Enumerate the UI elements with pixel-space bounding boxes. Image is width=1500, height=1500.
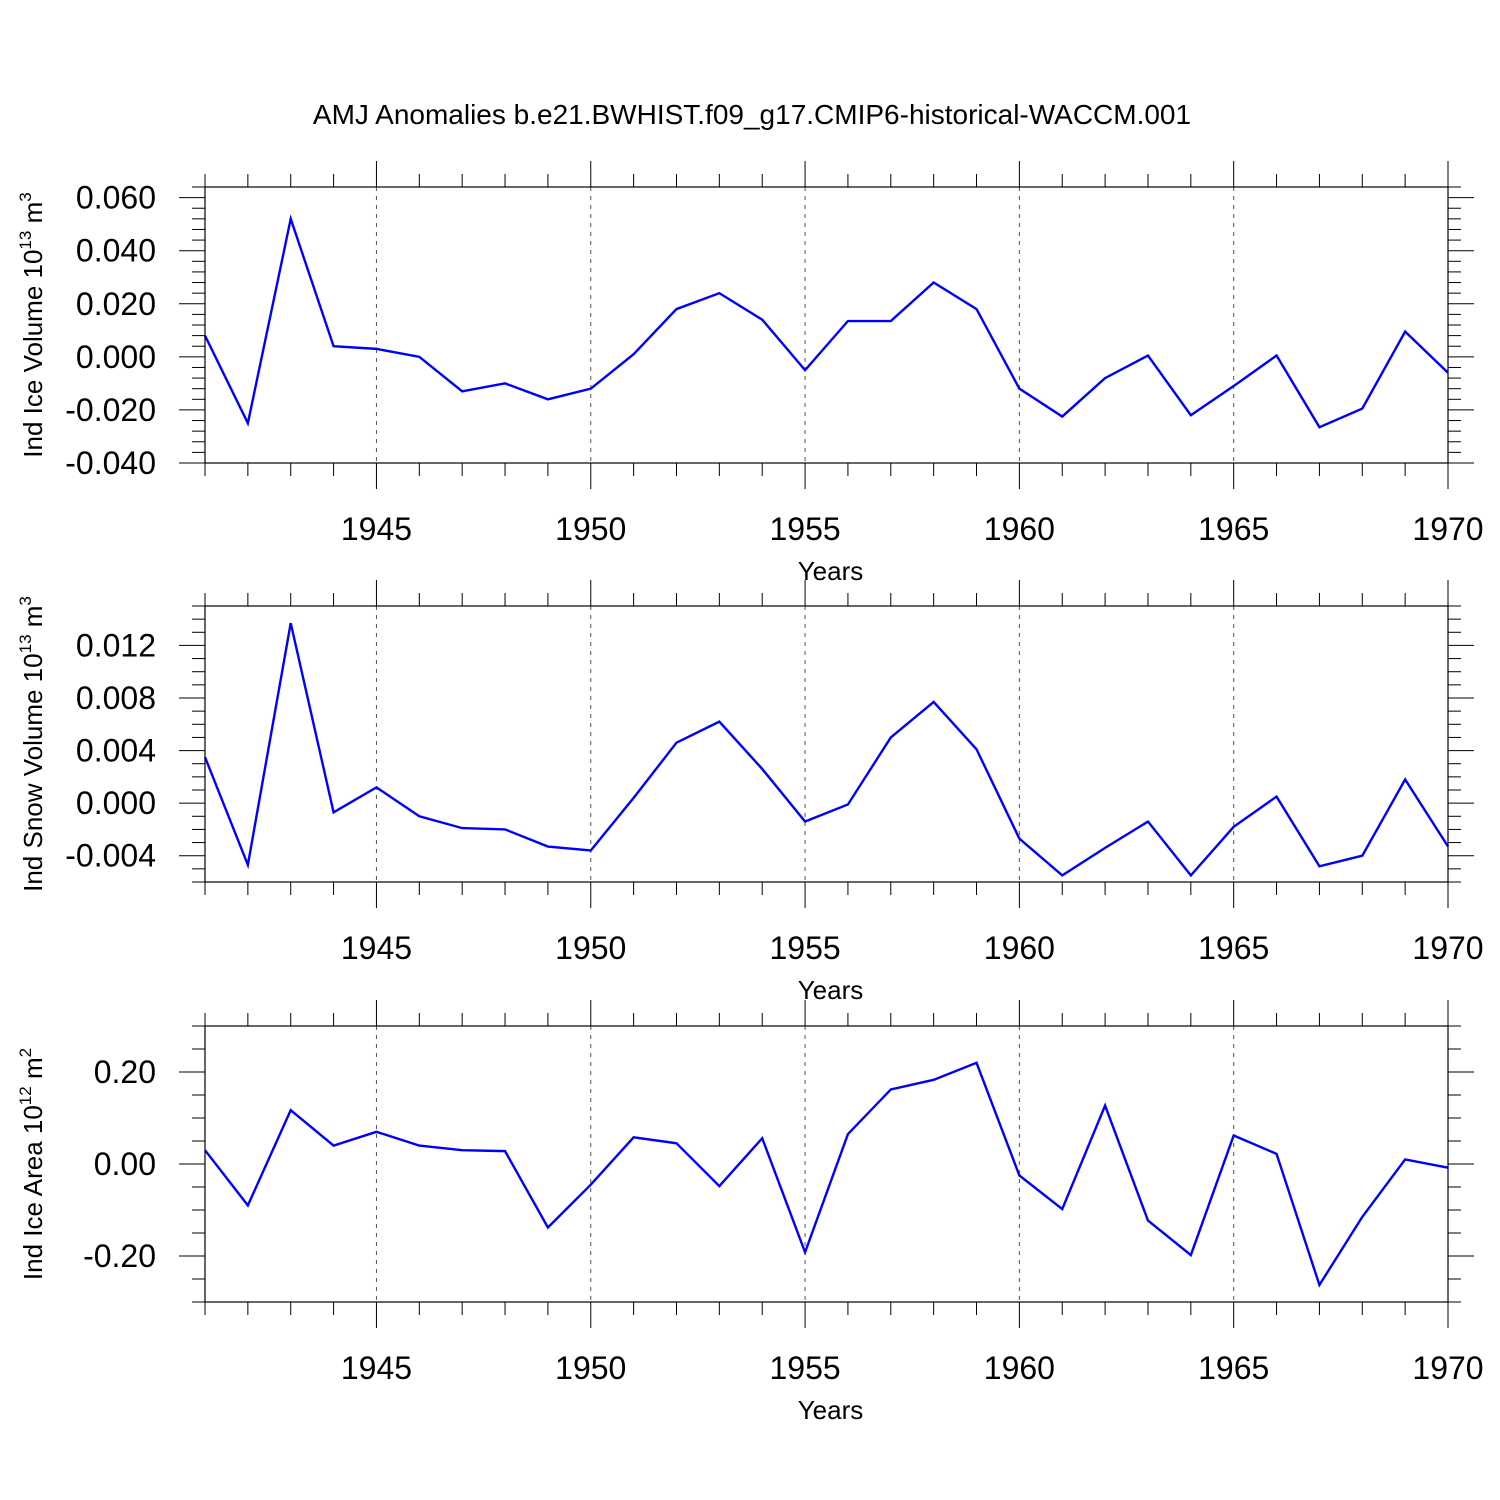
chart-title: AMJ Anomalies b.e21.BWHIST.f09_g17.CMIP6…	[313, 99, 1191, 130]
x-tick-label: 1950	[555, 511, 626, 547]
x-axis-label: Years	[798, 1395, 864, 1425]
series-line	[203, 622, 1450, 878]
x-tick-label: 1955	[769, 1350, 840, 1386]
y-tick-label: -0.020	[65, 392, 156, 428]
x-axis-label: Years	[798, 975, 864, 1005]
x-tick-label: 1965	[1198, 511, 1269, 547]
y-tick-label: -0.040	[65, 445, 156, 481]
x-tick-label: 1955	[769, 511, 840, 547]
y-axis-label-unit-exponent: 2	[16, 1048, 35, 1057]
plot-frame	[204, 186, 1449, 464]
x-tick-label: 1950	[555, 1350, 626, 1386]
x-tick-label: 1960	[984, 930, 1055, 966]
panel-2: -0.004 0.000 0.004 0.008 0.012 1945 1950 1955 19…	[16, 580, 1484, 1005]
x-tick-label: 1955	[769, 930, 840, 966]
y-axis-label: Ind Ice Area 1012 m2	[16, 1048, 48, 1280]
y-axis-label: Ind Snow Volume 1013 m3	[16, 596, 48, 892]
y-tick-label: 0.060	[76, 180, 156, 216]
x-tick-label: 1945	[341, 511, 412, 547]
y-axis-label-main: Ind Ice Area 10	[18, 1105, 48, 1280]
y-axis-label-unit-exponent: 3	[16, 596, 35, 605]
x-tick-label: 1950	[555, 930, 626, 966]
y-tick-label: -0.20	[83, 1238, 156, 1274]
y-axis-label-exponent: 13	[16, 231, 35, 250]
y-axis-label-exponent: 13	[16, 634, 35, 653]
y-axis-label-main: Ind Snow Volume 10	[18, 653, 48, 892]
x-tick-label: 1970	[1412, 1350, 1483, 1386]
y-axis-label-unit: m	[18, 606, 48, 635]
y-tick-label: 0.000	[76, 339, 156, 375]
series-line	[203, 214, 1449, 429]
y-tick-label: 0.000	[76, 785, 156, 821]
y-axis-label: Ind Ice Volume 1013 m3	[16, 192, 48, 457]
x-tick-label: 1960	[984, 1350, 1055, 1386]
y-axis-label-unit: m	[18, 202, 48, 231]
panel-1: -0.040 -0.020 0.000 0.020 0.040 0.060 1945 1950…	[16, 161, 1484, 586]
y-tick-label: 0.008	[76, 680, 156, 716]
x-tick-label: 1970	[1412, 511, 1483, 547]
x-tick-label: 1965	[1198, 930, 1269, 966]
plot-frame	[204, 1025, 1449, 1303]
x-tick-label: 1965	[1198, 1350, 1269, 1386]
y-tick-label: 0.040	[76, 233, 156, 269]
x-axis-label: Years	[798, 556, 864, 586]
y-tick-label: 0.020	[76, 286, 156, 322]
y-tick-label: -0.004	[65, 838, 156, 874]
y-tick-label: 0.004	[76, 733, 156, 769]
plot-frame	[204, 605, 1449, 883]
y-axis-label-unit: m	[18, 1057, 48, 1086]
x-tick-label: 1970	[1412, 930, 1483, 966]
series-line	[204, 1061, 1449, 1288]
y-tick-label: 0.00	[94, 1146, 156, 1182]
x-tick-label: 1960	[984, 511, 1055, 547]
y-tick-label: 0.012	[76, 627, 156, 663]
panel-3: -0.20 0.00 0.20 1945 1950 1955 1960 1965 1970 Yea…	[16, 1000, 1484, 1425]
x-tick-label: 1945	[341, 930, 412, 966]
x-tick-label: 1945	[341, 1350, 412, 1386]
y-axis-label-main: Ind Ice Volume 10	[18, 250, 48, 458]
y-tick-label: 0.20	[94, 1054, 156, 1090]
y-axis-label-exponent: 12	[16, 1086, 35, 1105]
y-axis-label-unit-exponent: 3	[16, 192, 35, 201]
